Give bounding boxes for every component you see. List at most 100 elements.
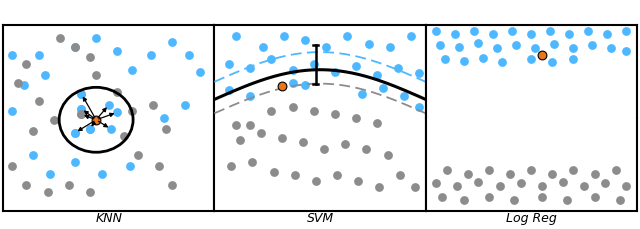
Point xyxy=(279,35,289,38)
Point xyxy=(611,168,621,172)
Point xyxy=(308,62,319,66)
Point xyxy=(289,174,300,177)
Point xyxy=(385,46,395,49)
Point xyxy=(395,174,405,177)
Point xyxy=(40,74,51,77)
Point xyxy=(84,127,95,131)
Point xyxy=(330,70,340,73)
Point xyxy=(414,72,424,75)
Point xyxy=(364,42,374,46)
Point xyxy=(568,57,579,60)
Point xyxy=(437,195,447,199)
Point xyxy=(148,103,158,107)
Point xyxy=(372,122,382,125)
Point xyxy=(602,33,612,36)
Point xyxy=(497,60,507,64)
Point xyxy=(484,195,494,199)
Point xyxy=(357,92,367,96)
Point xyxy=(474,41,484,45)
Point xyxy=(195,70,205,73)
Point xyxy=(516,181,526,185)
X-axis label: SVM: SVM xyxy=(307,212,333,225)
Point xyxy=(558,180,568,184)
Point xyxy=(547,172,557,175)
Point xyxy=(621,184,631,188)
Point xyxy=(362,148,372,151)
Point xyxy=(321,46,332,49)
Point xyxy=(49,118,59,122)
Point xyxy=(70,131,80,135)
Point xyxy=(104,103,114,107)
Point xyxy=(277,136,287,140)
Point xyxy=(159,116,169,120)
Point xyxy=(399,94,410,98)
Point xyxy=(494,184,504,188)
Point xyxy=(167,183,177,187)
Point xyxy=(118,135,129,138)
Point xyxy=(484,168,494,172)
Point xyxy=(332,174,342,177)
Point xyxy=(393,66,403,70)
Point xyxy=(21,183,31,187)
Point xyxy=(287,81,298,85)
Point xyxy=(34,99,44,103)
Point xyxy=(247,161,257,164)
Point xyxy=(112,111,122,114)
Point xyxy=(226,164,236,168)
Point xyxy=(454,46,465,49)
Point xyxy=(298,140,308,144)
Point xyxy=(245,94,255,98)
Point xyxy=(536,53,547,57)
Point xyxy=(97,172,108,175)
Point xyxy=(615,198,625,201)
Point xyxy=(180,103,190,107)
Point xyxy=(374,185,384,188)
Point xyxy=(310,179,321,183)
Point xyxy=(458,60,468,63)
Point xyxy=(564,32,574,35)
Point xyxy=(583,29,593,33)
Point xyxy=(488,32,499,35)
Point xyxy=(342,35,353,38)
Point xyxy=(589,195,600,199)
Point xyxy=(63,183,74,187)
Point xyxy=(76,107,86,111)
Point xyxy=(621,29,631,33)
Point xyxy=(431,29,442,33)
Point xyxy=(606,46,616,50)
Point xyxy=(76,107,86,111)
Point xyxy=(300,83,310,86)
Point xyxy=(340,142,351,146)
Point xyxy=(287,105,298,109)
Point xyxy=(545,29,556,33)
Point xyxy=(266,109,276,112)
Point xyxy=(406,35,416,38)
Point xyxy=(536,195,547,199)
Point xyxy=(84,190,95,194)
Point xyxy=(492,46,502,50)
Point xyxy=(526,168,536,172)
Point xyxy=(442,168,452,172)
Point xyxy=(245,123,255,127)
Point xyxy=(410,185,420,188)
Point xyxy=(507,29,517,33)
Point xyxy=(125,164,135,168)
Point xyxy=(224,62,234,66)
Point xyxy=(45,172,55,175)
Point xyxy=(589,172,600,175)
Point xyxy=(256,131,266,135)
Point xyxy=(161,127,171,131)
Point xyxy=(230,35,241,38)
Point xyxy=(372,74,382,77)
Point xyxy=(91,36,101,40)
Point xyxy=(112,90,122,94)
Point xyxy=(330,112,340,116)
Point xyxy=(511,43,522,46)
Point xyxy=(509,198,520,201)
Point xyxy=(353,179,363,183)
Point xyxy=(378,86,388,90)
X-axis label: Log Reg: Log Reg xyxy=(506,212,557,225)
Point xyxy=(55,36,65,40)
Point xyxy=(127,68,137,71)
Point xyxy=(245,66,255,70)
